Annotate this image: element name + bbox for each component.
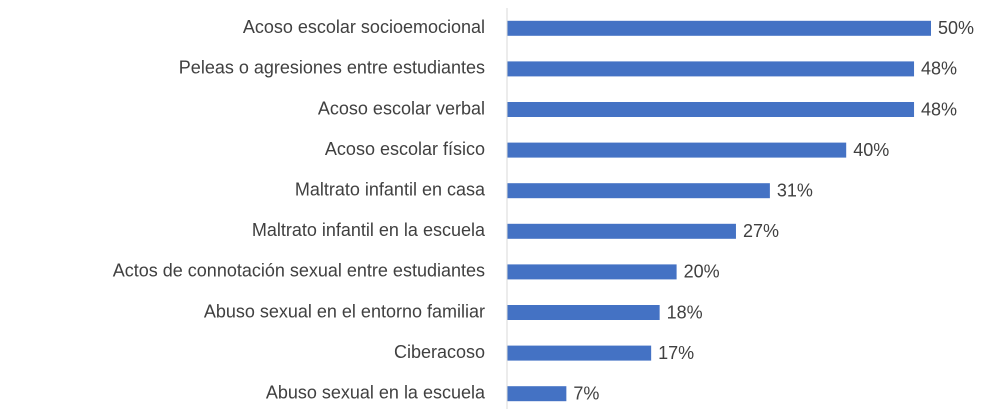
- data-label: 27%: [743, 221, 779, 241]
- bar: [507, 264, 677, 280]
- data-label: 17%: [658, 343, 694, 363]
- y-tick-label: Ciberacoso: [394, 342, 485, 362]
- y-tick-label: Actos de connotación sexual entre estudi…: [113, 261, 485, 281]
- data-label: 50%: [938, 18, 974, 38]
- data-label: 40%: [853, 140, 889, 160]
- data-label: 20%: [684, 262, 720, 282]
- data-label: 48%: [921, 59, 957, 79]
- bar: [507, 142, 847, 158]
- y-tick-label: Acoso escolar verbal: [318, 98, 485, 118]
- bar: [507, 305, 660, 320]
- bar: [507, 183, 770, 199]
- y-tick-label: Maltrato infantil en la escuela: [252, 220, 486, 240]
- bar: [507, 20, 931, 36]
- bar: [507, 61, 915, 77]
- data-label: 31%: [777, 180, 813, 200]
- bar: [507, 386, 567, 402]
- y-tick-label: Maltrato infantil en casa: [295, 179, 486, 199]
- data-label: 48%: [921, 99, 957, 119]
- data-label: 18%: [667, 302, 703, 322]
- bar: [507, 102, 915, 117]
- bar: [507, 223, 736, 239]
- y-tick-label: Acoso escolar socioemocional: [243, 17, 485, 37]
- y-tick-label: Peleas o agresiones entre estudiantes: [179, 58, 485, 78]
- y-tick-label: Abuso sexual en la escuela: [266, 382, 486, 402]
- data-label: 7%: [573, 383, 599, 403]
- bar: [507, 345, 652, 361]
- y-tick-label: Acoso escolar físico: [325, 139, 485, 159]
- y-tick-label: Abuso sexual en el entorno familiar: [204, 301, 485, 321]
